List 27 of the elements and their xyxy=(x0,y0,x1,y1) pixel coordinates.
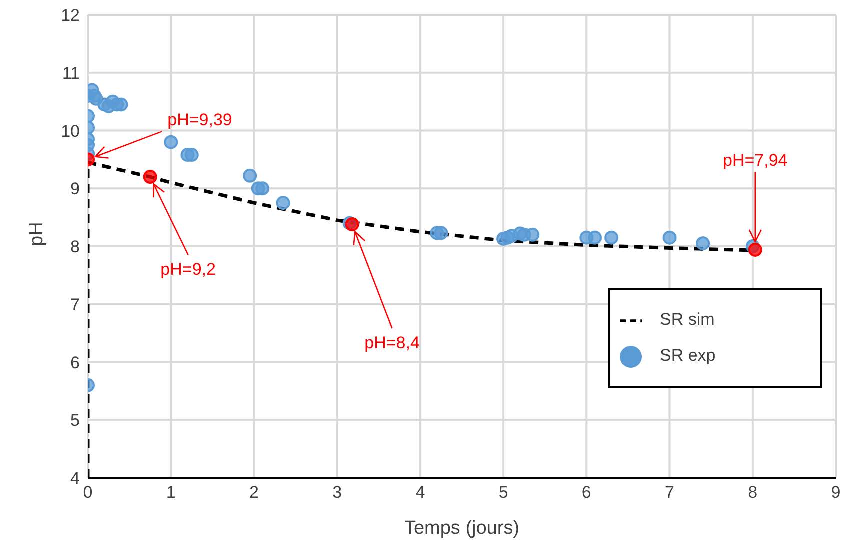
x-tick-label: 5 xyxy=(498,483,508,502)
x-tick-label: 3 xyxy=(332,483,342,502)
x-tick-label: 1 xyxy=(166,483,176,502)
y-axis-title: pH xyxy=(26,222,48,246)
annotation: pH=9,39 xyxy=(168,110,232,130)
x-tick-label: 9 xyxy=(831,483,841,502)
y-tick-label: 10 xyxy=(61,122,80,141)
x-tick-label: 8 xyxy=(748,483,758,502)
x-tick-label: 2 xyxy=(249,483,259,502)
x-axis-title: Temps (jours) xyxy=(404,518,520,539)
y-tick-label: 7 xyxy=(70,295,80,314)
x-tick-label: 0 xyxy=(83,483,93,502)
y-tick-label: 9 xyxy=(70,180,80,199)
y-tick-label: 4 xyxy=(70,469,80,488)
annotation: pH=9,2 xyxy=(160,260,216,280)
y-tick-label: 5 xyxy=(70,411,80,430)
y-tick-label: 6 xyxy=(70,353,80,372)
x-tick-label: 7 xyxy=(665,483,675,502)
x-tick-label: 4 xyxy=(416,483,426,502)
annotation: pH=8,4 xyxy=(364,334,420,353)
y-tick-label: 11 xyxy=(62,64,80,83)
legend-label: SR exp xyxy=(660,346,716,365)
y-tick-label: 8 xyxy=(70,238,80,257)
y-tick-label: 12 xyxy=(61,6,80,26)
x-tick-label: 6 xyxy=(582,483,592,502)
annotation: pH=7,94 xyxy=(723,150,788,170)
legend-label: SR sim xyxy=(660,310,715,329)
